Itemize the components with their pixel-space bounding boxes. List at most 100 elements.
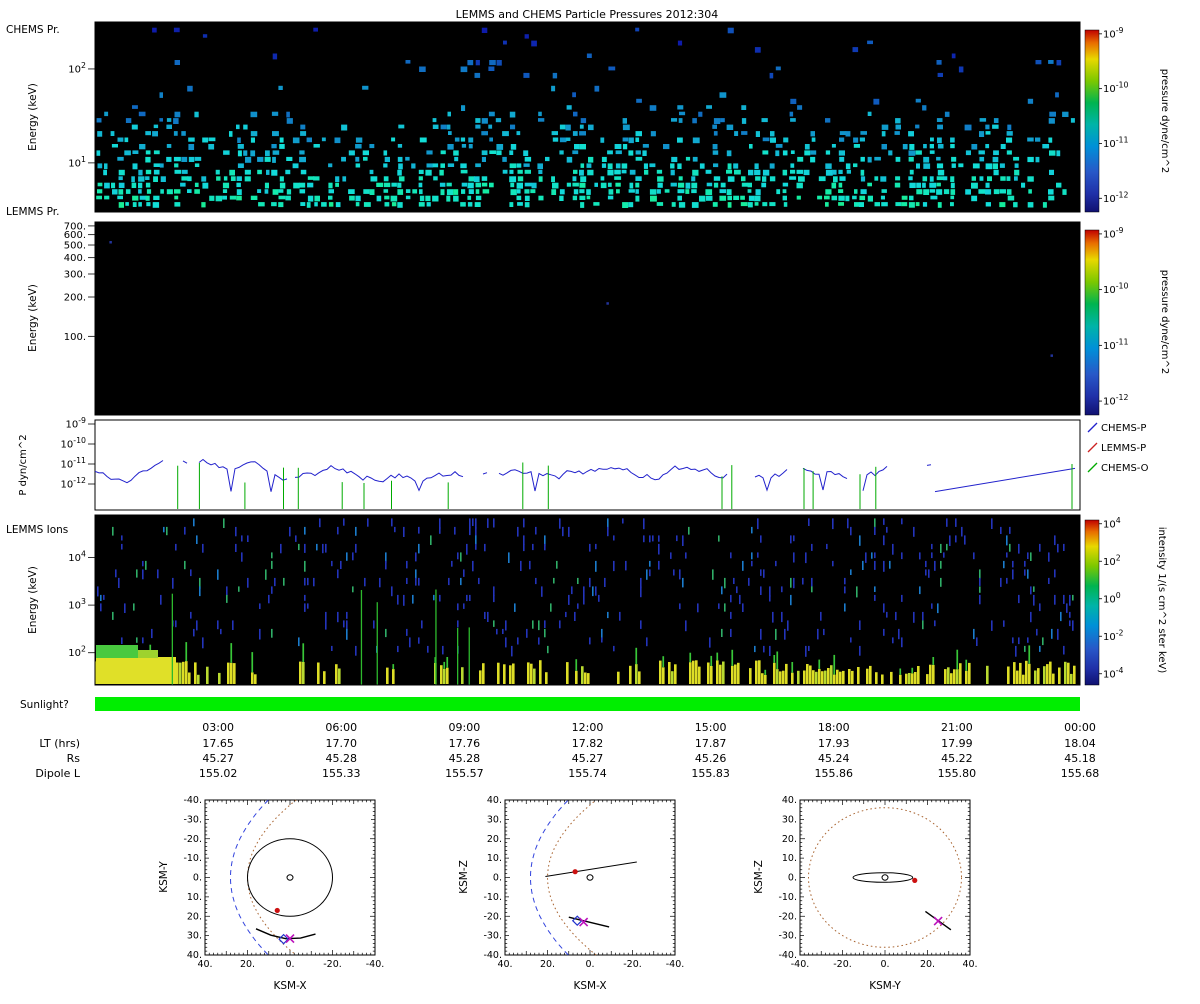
svg-text:20.: 20. <box>187 911 202 922</box>
svg-text:700.: 700. <box>64 221 86 232</box>
orbit-yz-content: 40. 30. 20. 10. 0. -10. -20. -30. -40.-40. -20. 0.… <box>778 795 977 970</box>
svg-text:-20.: -20. <box>323 959 342 970</box>
svg-text:17.76: 17.76 <box>449 737 481 750</box>
svg-text:0.: 0. <box>285 959 294 970</box>
svg-text:-20.: -20. <box>778 911 797 922</box>
ion-y-ticks: 104 103 102 <box>68 549 95 659</box>
svg-text:10-12: 10-12 <box>1103 190 1129 205</box>
svg-text:12:00: 12:00 <box>572 721 604 734</box>
orbit-yz-frame <box>799 799 971 956</box>
ion-colorbar-ticks: 104 102 100 10-2 10-4 <box>1099 516 1124 680</box>
svg-text:155.57: 155.57 <box>445 767 484 780</box>
svg-text:102: 102 <box>68 645 86 660</box>
orbit-xy-y-axis-label: KSM-Y <box>158 861 170 893</box>
svg-text:10-11: 10-11 <box>1103 337 1129 352</box>
svg-text:00:00: 00:00 <box>1064 721 1096 734</box>
lemms-pressure-panel: LEMMS Pr. Energy (keV) 700.600.500.400. 3… <box>6 206 1170 416</box>
svg-text:45.26: 45.26 <box>695 752 727 765</box>
svg-text:104: 104 <box>1103 516 1121 531</box>
svg-text:30.: 30. <box>487 814 502 825</box>
lemms-panel-background <box>95 222 1080 415</box>
pressure-y-axis-label: P dyn/cm^2 <box>18 434 29 495</box>
lemms-colorbar-unit-label: pressure dyne/cm^2 <box>1159 270 1170 374</box>
ephemeris-values-rs: 45.27 45.28 45.28 45.27 45.26 45.24 45.22 45.18 <box>202 752 1095 765</box>
ephemeris-block: LT (hrs) 17.65 17.70 17.76 17.82 17.87 17.93 1… <box>35 737 1099 780</box>
svg-text:10-12: 10-12 <box>61 476 87 491</box>
svg-text:-10.: -10. <box>483 892 502 903</box>
svg-text:-10.: -10. <box>778 892 797 903</box>
svg-text:45.27: 45.27 <box>572 752 604 765</box>
svg-text:-20.: -20. <box>483 911 502 922</box>
svg-text:-10.: -10. <box>183 853 202 864</box>
svg-text:10-2: 10-2 <box>1103 628 1124 643</box>
chems-spectrogram-data <box>96 27 1075 208</box>
svg-text:100: 100 <box>1103 591 1121 606</box>
lemms-ion-panel: LEMMS Ions Energy (keV) 104 103 102 104 102… <box>6 514 1167 686</box>
svg-text:40.: 40. <box>962 959 977 970</box>
svg-text:20.: 20. <box>540 959 555 970</box>
svg-text:0.: 0. <box>788 873 797 884</box>
svg-text:155.83: 155.83 <box>691 767 730 780</box>
ion-y-axis-label: Energy (keV) <box>27 566 39 634</box>
svg-text:600.: 600. <box>64 230 86 241</box>
svg-text:300.: 300. <box>64 269 86 280</box>
svg-text:45.22: 45.22 <box>941 752 973 765</box>
svg-text:155.33: 155.33 <box>322 767 361 780</box>
svg-text:15:00: 15:00 <box>695 721 727 734</box>
svg-text:17.87: 17.87 <box>695 737 727 750</box>
svg-text:30.: 30. <box>187 931 202 942</box>
svg-text:-20.: -20. <box>833 959 852 970</box>
svg-text:40.: 40. <box>197 959 212 970</box>
svg-text:155.86: 155.86 <box>815 767 854 780</box>
svg-text:104: 104 <box>68 549 86 564</box>
figure-title: LEMMS and CHEMS Particle Pressures 2012:… <box>456 8 719 21</box>
ephemeris-values-dipole: 155.02 155.33 155.57 155.74 155.83 155.86 155.… <box>199 767 1099 780</box>
orbit-xz-frame <box>504 799 676 956</box>
lemms-panel-label: LEMMS Pr. <box>6 206 59 218</box>
svg-text:06:00: 06:00 <box>325 721 357 734</box>
svg-text:17.70: 17.70 <box>326 737 358 750</box>
svg-text:400.: 400. <box>64 253 86 264</box>
orbit-xy-content: -40. -30. -20. -10. 0. 10. 20. 30. 40.40. 20. 0. -2… <box>183 795 384 970</box>
svg-text:101: 101 <box>68 155 86 170</box>
svg-text:10-11: 10-11 <box>61 456 87 471</box>
ion-panel-frame <box>94 514 1081 686</box>
svg-text:10.: 10. <box>487 853 502 864</box>
svg-text:-30.: -30. <box>778 931 797 942</box>
chems-colorbar-unit-label: pressure dyne/cm^2 <box>1159 69 1170 173</box>
orbit-xy-x-axis-label: KSM-X <box>273 980 306 992</box>
lemms-colorbar <box>1084 229 1100 416</box>
ion-panel-label: LEMMS Ions <box>6 524 68 536</box>
svg-text:-30.: -30. <box>483 931 502 942</box>
pressure-line-series <box>94 458 1076 509</box>
orbit-xy-frame <box>204 799 376 956</box>
svg-text:45.28: 45.28 <box>326 752 358 765</box>
ephemeris-row-label-lt: LT (hrs) <box>39 737 80 750</box>
svg-text:10-12: 10-12 <box>1103 393 1129 408</box>
svg-text:-40.: -40. <box>666 959 685 970</box>
svg-text:155.68: 155.68 <box>1061 767 1100 780</box>
svg-text:45.28: 45.28 <box>449 752 481 765</box>
svg-text:40.: 40. <box>187 950 202 961</box>
sunlight-bar <box>95 697 1080 711</box>
ion-colorbar <box>1084 519 1100 686</box>
orbit-xz-y-axis-label: KSM-Z <box>458 860 470 894</box>
svg-text:-20.: -20. <box>183 834 202 845</box>
chems-panel-frame <box>94 21 1081 213</box>
pressure-line-panel: P dyn/cm^2 10-9 10-10 10-11 10-12 CHEMS-P LE… <box>18 416 1149 511</box>
svg-text:17.65: 17.65 <box>202 737 234 750</box>
svg-text:0.: 0. <box>193 873 202 884</box>
svg-text:10-11: 10-11 <box>1103 135 1129 150</box>
svg-text:10-10: 10-10 <box>1103 282 1129 297</box>
svg-text:30.: 30. <box>782 814 797 825</box>
svg-text:09:00: 09:00 <box>449 721 481 734</box>
svg-text:0.: 0. <box>880 959 889 970</box>
chems-panel-label: CHEMS Pr. <box>6 24 60 36</box>
pressure-y-ticks: 10-9 10-10 10-11 10-12 <box>61 416 95 491</box>
svg-text:100.: 100. <box>64 332 86 343</box>
svg-text:21:00: 21:00 <box>941 721 973 734</box>
svg-text:40.: 40. <box>497 959 512 970</box>
svg-text:10-10: 10-10 <box>61 436 87 451</box>
